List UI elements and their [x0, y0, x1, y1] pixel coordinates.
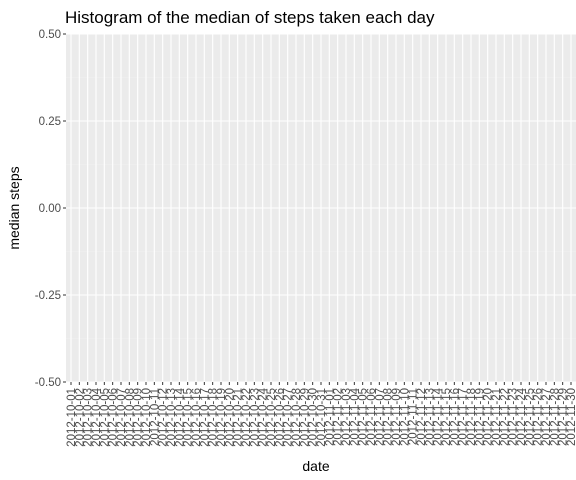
- x-tick-label: 2012-10-15: [183, 388, 195, 447]
- y-tick-label: 0.50: [39, 29, 61, 41]
- x-tick-label: 2012-11-04: [349, 387, 361, 446]
- x-tick-label: 2012-10-29: [299, 388, 311, 447]
- x-tick-label: 2012-10-03: [83, 388, 95, 447]
- x-tick-label: 2012-11-24: [516, 387, 528, 446]
- x-tick-label: 2012-11-19: [474, 388, 486, 446]
- x-tick-label: 2012-11-05: [358, 388, 370, 446]
- x-tick-label: 2012-11-10: [399, 388, 411, 446]
- x-tick-label: 2012-11-25: [524, 388, 536, 446]
- x-tick-label: 2012-10-27: [283, 388, 295, 447]
- x-tick-label: 2012-10-10: [141, 388, 153, 447]
- x-tick-label: 2012-11-23: [508, 388, 520, 446]
- x-axis: 2012-10-012012-10-022012-10-032012-10-04…: [66, 382, 576, 447]
- x-tick-label: 2012-10-11: [149, 388, 161, 446]
- x-tick-label: 2012-10-12: [158, 388, 170, 447]
- x-tick-label: 2012-10-31: [316, 388, 328, 447]
- x-tick-label: 2012-10-05: [99, 388, 111, 447]
- x-tick-label: 2012-11-06: [366, 388, 378, 446]
- x-tick-label: 2012-10-20: [224, 388, 236, 447]
- x-tick-label: 2012-10-04: [91, 387, 103, 446]
- x-tick-label: 2012-11-07: [374, 388, 386, 446]
- x-tick-label: 2012-11-12: [416, 388, 428, 446]
- y-axis: 0.50 0.25 0.00 -0.25 -0.50: [35, 29, 66, 389]
- x-tick-label: 2012-11-14: [433, 387, 445, 446]
- x-tick-label: 2012-10-08: [124, 388, 136, 447]
- x-tick-label: 2012-10-17: [199, 388, 211, 447]
- x-tick-label: 2012-11-18: [466, 388, 478, 446]
- y-tick-label: -0.50: [35, 377, 61, 389]
- x-tick-label: 2012-10-23: [249, 388, 261, 447]
- x-tick-label: 2012-10-16: [191, 388, 203, 447]
- y-tick-label: 0.00: [39, 203, 61, 215]
- x-tick-label: 2012-11-15: [441, 388, 453, 446]
- x-tick-label: 2012-10-25: [266, 388, 278, 447]
- x-tick-label: 2012-10-13: [166, 388, 178, 447]
- x-tick-label: 2012-10-07: [116, 388, 128, 447]
- x-tick-label: 2012-10-24: [258, 387, 270, 446]
- y-axis-title: median steps: [6, 166, 22, 249]
- y-tick-label: -0.25: [35, 290, 61, 302]
- x-tick-label: 2012-10-14: [174, 387, 186, 446]
- chart-title: Histogram of the median of steps taken e…: [65, 8, 435, 27]
- x-tick-label: 2012-10-21: [233, 388, 245, 447]
- x-axis-title: date: [302, 458, 329, 474]
- x-tick-label: 2012-10-19: [216, 388, 228, 447]
- x-tick-label: 2012-11-29: [558, 388, 570, 446]
- x-tick-label: 2012-11-17: [458, 388, 470, 446]
- x-tick-label: 2012-11-22: [499, 388, 511, 446]
- x-tick-label: 2012-11-28: [549, 388, 561, 446]
- x-tick-label: 2012-11-08: [383, 388, 395, 446]
- x-tick-label: 2012-11-30: [566, 388, 576, 446]
- x-tick-label: 2012-11-26: [533, 388, 545, 446]
- x-tick-label: 2012-11-20: [483, 388, 495, 446]
- x-tick-label: 2012-11-16: [449, 388, 461, 446]
- x-tick-label: 2012-11-01: [324, 388, 336, 446]
- x-tick-label: 2012-11-09: [391, 388, 403, 446]
- y-tick-label: 0.25: [39, 116, 61, 128]
- x-tick-label: 2012-10-22: [241, 388, 253, 447]
- x-tick-label: 2012-11-11: [408, 388, 420, 445]
- x-tick-label: 2012-10-26: [274, 388, 286, 447]
- x-tick-label: 2012-10-18: [208, 388, 220, 447]
- x-tick-label: 2012-11-21: [491, 388, 503, 446]
- x-tick-label: 2012-10-09: [133, 388, 145, 447]
- x-tick-label: 2012-10-06: [108, 388, 120, 447]
- x-tick-label: 2012-11-03: [341, 388, 353, 446]
- grid-major-lines: [66, 33, 576, 383]
- x-tick-label: 2012-11-02: [333, 388, 345, 446]
- x-tick-label: 2012-11-13: [424, 388, 436, 446]
- x-tick-label: 2012-10-30: [308, 388, 320, 447]
- x-tick-label: 2012-10-01: [66, 388, 78, 447]
- x-tick-label: 2012-10-28: [291, 388, 303, 447]
- x-tick-label: 2012-11-27: [541, 388, 553, 446]
- x-tick-label: 2012-10-02: [74, 388, 86, 447]
